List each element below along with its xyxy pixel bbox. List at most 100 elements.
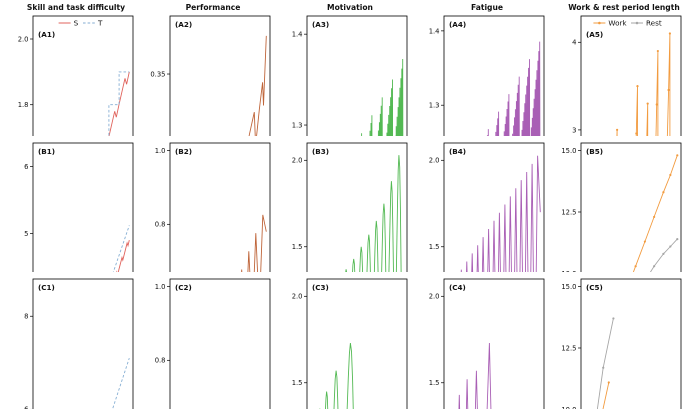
panel-tag: (C2) — [175, 283, 192, 292]
plot-area — [169, 278, 271, 409]
panel-tag: (A5) — [586, 30, 603, 39]
y-tick-label: 15.0 — [561, 283, 576, 291]
series-group — [460, 155, 541, 272]
legend-marker — [598, 21, 601, 25]
plot-area — [32, 15, 134, 136]
y-tick-label: 12.5 — [561, 208, 576, 216]
chart-canvas-11: 24680100200TimeSkill and task difficulty… — [24, 278, 134, 409]
y-tick-label: 2.0 — [292, 157, 303, 165]
legend-label: Work — [608, 19, 627, 28]
series-work — [632, 155, 678, 272]
data-marker — [667, 88, 670, 92]
chart-canvas-1: Skill and task difficulty1.01.21.41.61.8… — [18, 3, 134, 136]
y-tick-label: 2.0 — [429, 293, 440, 301]
chart-canvas-3: Motivation1.11.21.31.40100200TimeMotivat… — [292, 3, 408, 136]
chart-canvas-14: 0.00.51.01.52.00100200TimeFatigue(C4) — [429, 278, 545, 409]
data-marker — [676, 154, 679, 157]
panel-a5: Work & rest period length12340100200Time… — [548, 0, 685, 136]
series-rest — [649, 238, 678, 272]
data-marker — [653, 265, 656, 268]
y-tick-label: 4 — [572, 39, 576, 47]
series-group — [596, 317, 615, 409]
chart-canvas-13: 0.00.51.01.52.00100200TimeMotivation(C3) — [292, 278, 408, 409]
panel-a4: Fatigue1.01.11.21.31.40100200TimeFatigue… — [411, 0, 548, 136]
chart-canvas-12: 0.00.20.40.60.81.00100200TimePerformance… — [155, 278, 271, 409]
data-marker — [655, 103, 658, 106]
plot-area — [580, 278, 682, 409]
series-group — [248, 35, 267, 136]
y-tick-label: 10.0 — [561, 270, 576, 272]
series-t — [108, 71, 130, 136]
panel-title: Work & rest period length — [568, 3, 680, 12]
data-marker — [668, 32, 671, 35]
series-performance — [248, 35, 267, 136]
y-tick-label: 6 — [24, 163, 28, 171]
y-tick-label: 10.0 — [561, 406, 576, 409]
data-marker — [607, 381, 610, 384]
data-marker — [662, 191, 665, 194]
panel-b4: 0.00.51.01.52.00100200TimeFatigue(B4) — [411, 136, 548, 272]
chart-canvas-6: 1234560100200TimeSkill and task difficul… — [24, 142, 134, 272]
panel-title: Performance — [186, 3, 241, 12]
chart-canvas-4: Fatigue1.01.11.21.31.40100200TimeFatigue… — [429, 3, 545, 136]
y-tick-label: 5 — [24, 230, 28, 238]
plot-area — [580, 142, 682, 272]
data-marker — [602, 366, 605, 369]
y-tick-label: 1.4 — [292, 31, 303, 39]
data-marker — [662, 252, 665, 255]
panel-a3: Motivation1.11.21.31.40100200TimeMotivat… — [274, 0, 411, 136]
panel-a2: Performance0.200.250.300.350100200TimePe… — [137, 0, 274, 136]
y-tick-label: 1.4 — [429, 27, 440, 35]
data-marker — [646, 102, 649, 105]
data-marker — [636, 84, 639, 88]
series-group — [632, 154, 679, 272]
data-marker — [669, 173, 672, 177]
panel-b1: 1234560100200TimeSkill and task difficul… — [0, 136, 137, 272]
legend-marker — [635, 21, 639, 25]
panel-tag: (C3) — [312, 283, 329, 292]
series-fatigue — [460, 155, 541, 272]
y-tick-label: 15.0 — [561, 147, 576, 155]
y-tick-label: 1.3 — [429, 102, 440, 110]
y-tick-label: 1.5 — [292, 379, 303, 387]
series-group — [108, 71, 130, 136]
y-tick-label: 3 — [572, 126, 576, 134]
panel-tag: (A1) — [38, 30, 55, 39]
y-tick-label: 1.5 — [292, 243, 303, 251]
data-marker — [669, 245, 672, 248]
panel-tag: (A3) — [312, 20, 329, 29]
panel-tag: (A4) — [449, 20, 466, 29]
legend-label: Rest — [646, 19, 662, 28]
data-marker — [656, 49, 659, 53]
plot-area — [443, 278, 545, 409]
series-group — [319, 343, 354, 409]
series-s — [108, 71, 130, 136]
series-group — [616, 32, 671, 136]
series-work — [602, 382, 610, 409]
panel-c1: 24680100200TimeSkill and task difficulty… — [0, 272, 137, 409]
y-tick-label: 6 — [24, 406, 28, 409]
chart-canvas-2: Performance0.200.250.300.350100200TimePe… — [150, 3, 271, 136]
panel-tag: (B5) — [586, 147, 603, 156]
panel-c5: 0.02.55.07.510.012.515.00100200TimePerio… — [548, 272, 685, 409]
y-tick-label: 0.8 — [155, 357, 166, 365]
data-marker — [612, 317, 615, 320]
data-marker — [643, 240, 646, 243]
data-marker — [634, 265, 637, 268]
data-marker — [635, 132, 638, 135]
y-tick-label: 1.0 — [155, 283, 166, 291]
panel-title: Motivation — [327, 3, 373, 12]
plot-area — [443, 142, 545, 272]
y-tick-label: 12.5 — [561, 344, 576, 352]
panel-title: Fatigue — [471, 3, 503, 12]
plot-area — [169, 142, 271, 272]
panel-a1: Skill and task difficulty1.01.21.41.61.8… — [0, 0, 137, 136]
panel-tag: (B4) — [449, 147, 466, 156]
panel-tag: (B1) — [38, 147, 55, 156]
panel-c2: 0.00.20.40.60.81.00100200TimePerformance… — [137, 272, 274, 409]
chart-canvas-9: 0.00.51.01.52.00100200TimeFatigue(B4) — [429, 142, 545, 272]
series-rest — [596, 318, 614, 409]
plot-area — [32, 278, 134, 409]
y-tick-label: 1.5 — [429, 379, 440, 387]
